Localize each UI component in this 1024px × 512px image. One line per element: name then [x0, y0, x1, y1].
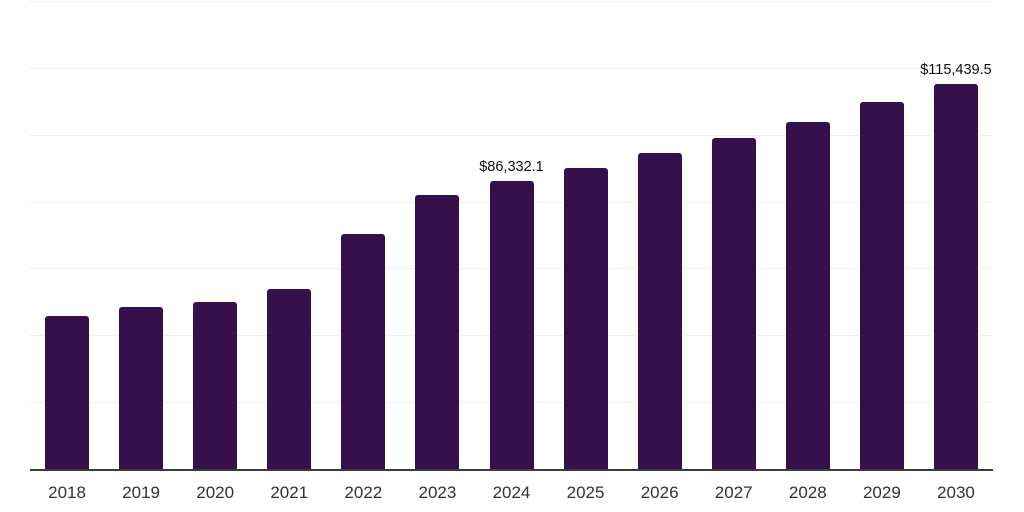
x-tick-label-2018: 2018 [48, 483, 86, 502]
x-tick-label-2024: 2024 [492, 483, 531, 502]
bar-2022 [341, 234, 386, 470]
x-tick-label-2021: 2021 [270, 483, 309, 502]
x-tick-label-2020: 2020 [196, 483, 235, 502]
x-tick-label-2030: 2030 [937, 483, 975, 502]
bar-2019 [119, 307, 164, 470]
bar-2023 [415, 195, 460, 470]
value-label-2024: $86,332.1 [479, 158, 544, 175]
bar-2027 [711, 137, 756, 470]
x-tick-label-2026: 2026 [640, 483, 679, 502]
bar-2020 [193, 302, 238, 470]
x-tick-label-2025: 2025 [566, 483, 605, 502]
bar-2026 [637, 152, 682, 470]
x-tick-label-2027: 2027 [714, 483, 753, 502]
bar-2029 [859, 102, 904, 470]
x-tick-label-2029: 2029 [862, 483, 901, 502]
gridline-120000 [30, 67, 993, 69]
bar-2028 [785, 121, 830, 470]
x-tick-label-2023: 2023 [418, 483, 457, 502]
gridline-140000 [30, 1, 993, 2]
bar-2025 [563, 167, 608, 470]
x-tick-label-2022: 2022 [344, 483, 383, 502]
bar-2024 [489, 180, 534, 470]
x-tick-label-2019: 2019 [122, 483, 160, 502]
gridline-100000 [30, 134, 993, 136]
bar-2021 [267, 288, 312, 470]
x-tick-label-2028: 2028 [788, 483, 827, 502]
bar-2030 [933, 83, 978, 470]
bar-2018 [45, 316, 90, 470]
value-label-2030: $115,439.5 [920, 61, 992, 78]
x-axis-line [30, 469, 993, 471]
